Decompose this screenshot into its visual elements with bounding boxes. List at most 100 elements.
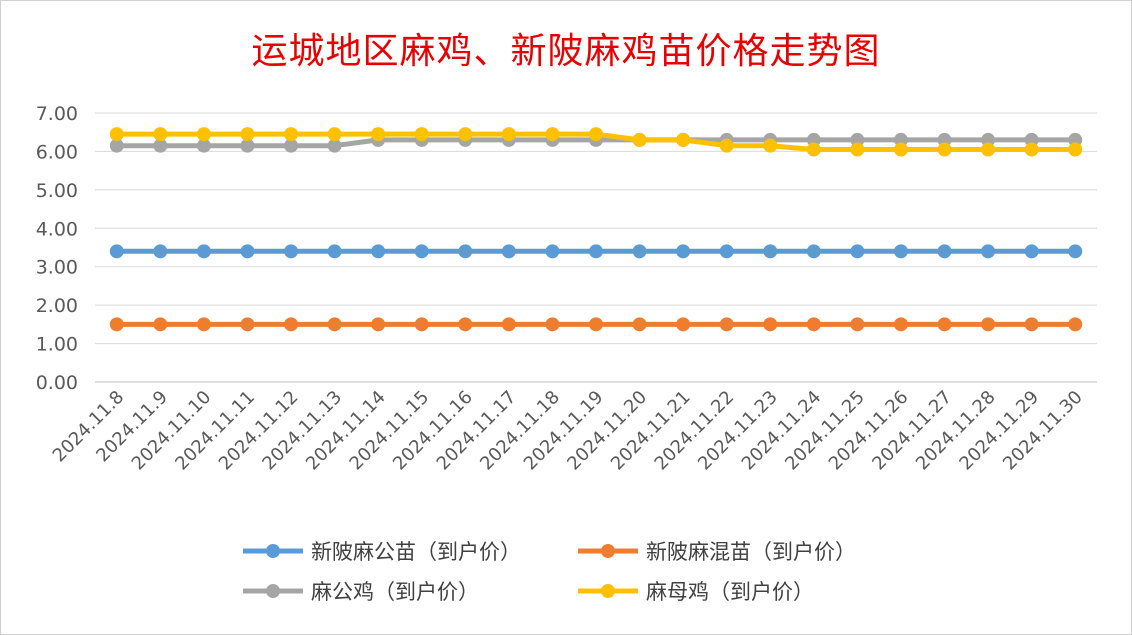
data-point bbox=[850, 142, 865, 157]
data-point bbox=[893, 142, 908, 157]
data-point bbox=[196, 127, 211, 142]
data-point bbox=[632, 317, 647, 332]
y-tick-label: 7.00 bbox=[36, 103, 78, 125]
data-point bbox=[153, 244, 168, 259]
data-point bbox=[545, 317, 560, 332]
data-point bbox=[371, 244, 386, 259]
data-point bbox=[806, 317, 821, 332]
data-point bbox=[327, 127, 342, 142]
data-point bbox=[981, 244, 996, 259]
data-point bbox=[1024, 132, 1039, 147]
data-point bbox=[458, 244, 473, 259]
data-point bbox=[109, 244, 124, 259]
data-point bbox=[632, 132, 647, 147]
y-axis-ticks: 0.00 1.00 2.00 3.00 4.00 5.00 6.00 7.00 bbox=[36, 103, 78, 394]
data-point bbox=[284, 138, 299, 153]
y-tick-label: 3.00 bbox=[36, 257, 78, 279]
data-point bbox=[240, 127, 255, 142]
data-point bbox=[1068, 142, 1083, 157]
data-point bbox=[1068, 244, 1083, 259]
data-point bbox=[1068, 317, 1083, 332]
data-point bbox=[850, 317, 865, 332]
data-point bbox=[284, 317, 299, 332]
gridlines bbox=[95, 112, 1097, 383]
data-point bbox=[937, 317, 952, 332]
series-2 bbox=[109, 317, 1083, 332]
data-point bbox=[589, 127, 603, 142]
data-point bbox=[1024, 142, 1039, 157]
legend-item: 新陂麻公苗（到户价） bbox=[243, 540, 521, 564]
data-point bbox=[327, 138, 342, 153]
data-point bbox=[458, 317, 473, 332]
data-point bbox=[937, 142, 952, 157]
data-point bbox=[501, 317, 516, 332]
legend-item: 新陂麻混苗（到户价） bbox=[578, 540, 856, 564]
data-point bbox=[893, 317, 908, 332]
data-point bbox=[240, 244, 255, 259]
data-point bbox=[763, 317, 778, 332]
data-point bbox=[196, 138, 211, 153]
data-point bbox=[109, 127, 124, 142]
data-point bbox=[153, 138, 168, 153]
data-point bbox=[153, 127, 168, 142]
y-tick-label: 0.00 bbox=[36, 372, 78, 394]
data-point bbox=[196, 317, 211, 332]
legend-label: 麻公鸡（到户价） bbox=[311, 580, 479, 604]
data-point bbox=[719, 138, 734, 153]
y-tick-label: 4.00 bbox=[36, 218, 78, 240]
data-point bbox=[1024, 317, 1039, 332]
series-lines bbox=[109, 127, 1083, 332]
data-point bbox=[284, 244, 299, 259]
data-point bbox=[632, 244, 647, 259]
data-point bbox=[981, 142, 996, 157]
data-point bbox=[763, 244, 778, 259]
data-point bbox=[240, 138, 255, 153]
data-point bbox=[414, 127, 429, 142]
data-point bbox=[196, 244, 211, 259]
y-tick-label: 1.00 bbox=[36, 334, 78, 356]
data-point bbox=[458, 127, 473, 142]
data-point bbox=[806, 142, 821, 157]
data-point bbox=[414, 244, 429, 259]
y-tick-label: 6.00 bbox=[36, 141, 78, 163]
data-point bbox=[1024, 244, 1039, 259]
y-tick-label: 2.00 bbox=[36, 295, 78, 317]
data-point bbox=[501, 244, 516, 259]
series-4 bbox=[109, 127, 1083, 157]
legend-marker bbox=[266, 544, 280, 558]
data-point bbox=[284, 127, 299, 142]
data-point bbox=[719, 244, 734, 259]
data-point bbox=[545, 244, 560, 259]
series-1 bbox=[109, 244, 1083, 259]
legend-marker bbox=[601, 584, 615, 598]
data-point bbox=[545, 127, 560, 142]
chart-title: 运城地区麻鸡、新陂麻鸡苗价格走势图 bbox=[251, 31, 881, 72]
data-point bbox=[109, 138, 124, 153]
data-point bbox=[1068, 132, 1083, 147]
legend-label: 新陂麻混苗（到户价） bbox=[646, 540, 856, 564]
data-point bbox=[893, 244, 908, 259]
data-point bbox=[501, 127, 516, 142]
data-point bbox=[371, 317, 386, 332]
data-point bbox=[893, 132, 908, 147]
data-point bbox=[850, 132, 865, 147]
legend-label: 新陂麻公苗（到户价） bbox=[311, 540, 521, 564]
data-point bbox=[327, 317, 342, 332]
legend-marker bbox=[266, 584, 280, 598]
data-point bbox=[937, 244, 952, 259]
data-point bbox=[676, 132, 691, 147]
data-point bbox=[676, 244, 691, 259]
data-point bbox=[850, 244, 865, 259]
legend-item: 麻母鸡（到户价） bbox=[578, 580, 814, 604]
data-point bbox=[153, 317, 168, 332]
data-point bbox=[589, 317, 603, 332]
legend: 新陂麻公苗（到户价） 新陂麻混苗（到户价） 麻公鸡（到户价） 麻母鸡（到户价） bbox=[243, 540, 856, 604]
data-point bbox=[719, 317, 734, 332]
data-point bbox=[414, 317, 429, 332]
data-point bbox=[589, 244, 603, 259]
data-point bbox=[327, 244, 342, 259]
legend-marker bbox=[601, 544, 615, 558]
data-point bbox=[806, 244, 821, 259]
data-point bbox=[240, 317, 255, 332]
